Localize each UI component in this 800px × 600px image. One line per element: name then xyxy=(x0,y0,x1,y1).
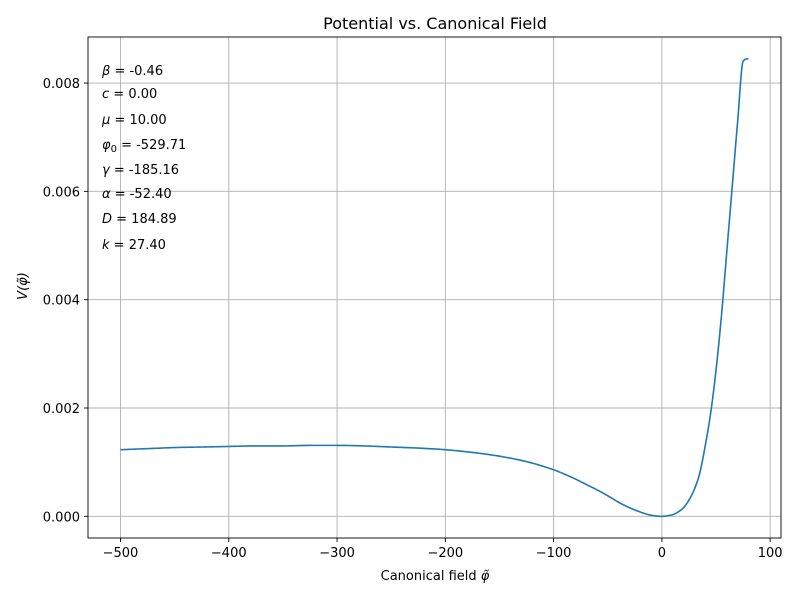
y-tick-label: 0.006 xyxy=(43,185,80,200)
param-annotation: φ0 = -529.71 xyxy=(102,138,186,155)
param-annotation: D = 184.89 xyxy=(102,212,177,227)
chart-title: Potential vs. Canonical Field xyxy=(323,14,547,33)
param-annotation: α = -52.40 xyxy=(102,187,172,202)
grid xyxy=(88,37,781,538)
x-tick-label: −200 xyxy=(427,546,463,561)
param-annotation: μ = 10.00 xyxy=(101,113,167,128)
param-annotation: γ = -185.16 xyxy=(102,163,179,178)
y-tick-label: 0.008 xyxy=(43,77,80,92)
y-axis-label: V(φ̃) xyxy=(16,272,31,300)
x-tick-label: 0 xyxy=(658,546,666,561)
x-tick-label: 100 xyxy=(758,546,783,561)
x-axis-label: Canonical field φ̃ xyxy=(381,569,490,584)
y-tick-label: 0.004 xyxy=(43,294,80,309)
x-tick-label: −500 xyxy=(103,546,139,561)
param-annotation: c = 0.00 xyxy=(102,87,157,102)
axis-ticks: −500 −400 −300 −200 −100 0 100 0.000 0.002 0.004 0… xyxy=(43,77,783,561)
y-tick-label: 0.002 xyxy=(43,402,80,417)
x-tick-label: −300 xyxy=(319,546,355,561)
y-tick-label: 0.000 xyxy=(43,510,80,525)
plot-area xyxy=(120,57,749,518)
parameter-annotations: β = -0.46 c = 0.00 μ = 10.00 φ0 = -529.71 γ … xyxy=(101,64,186,253)
x-tick-label: −400 xyxy=(211,546,247,561)
param-annotation: β = -0.46 xyxy=(101,64,163,79)
potential-curve xyxy=(120,57,749,518)
x-tick-label: −100 xyxy=(536,546,572,561)
param-annotation: k = 27.40 xyxy=(102,238,166,253)
plot-frame xyxy=(87,36,782,539)
